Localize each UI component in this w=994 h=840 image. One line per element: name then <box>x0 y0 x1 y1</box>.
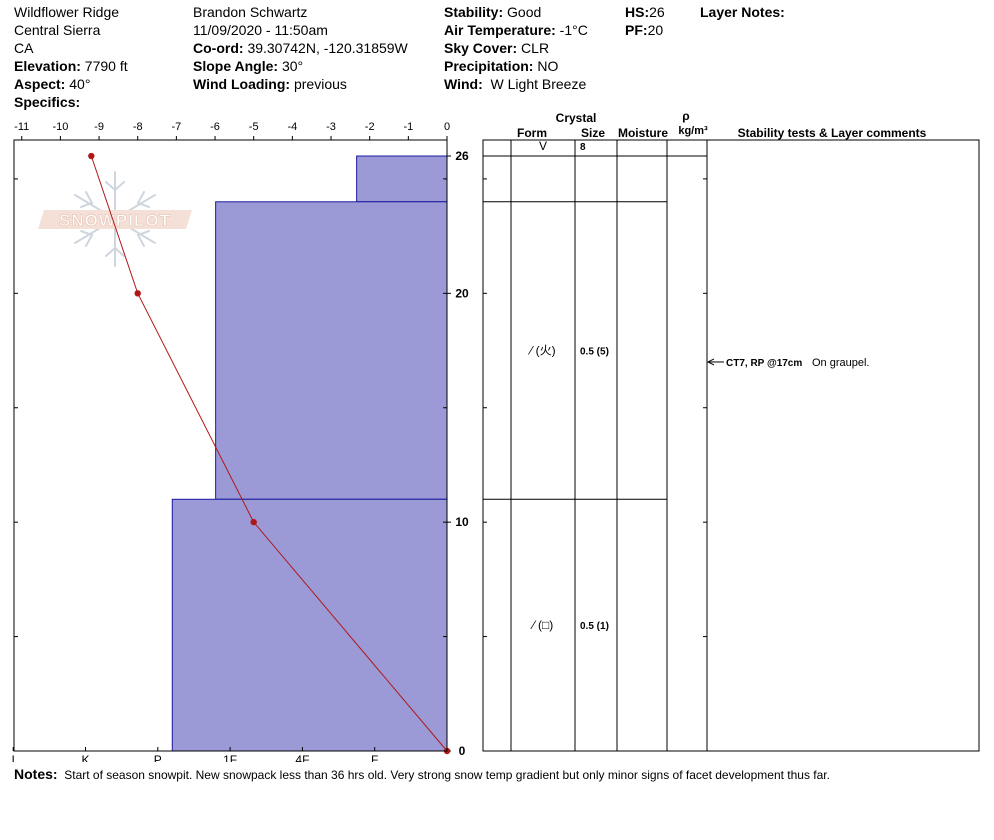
layer-notes-heading: Layer Notes: <box>700 4 785 20</box>
logo-wordmark: SNOWPILOT <box>59 211 171 230</box>
temp-tick-label: -4 <box>287 121 297 133</box>
wind: Wind: W Light Breeze <box>444 76 587 92</box>
stability-arrow-head <box>706 358 715 366</box>
snow-height: HS:26 <box>625 4 665 20</box>
hardness-label: F <box>371 753 378 762</box>
mountain-range: Central Sierra <box>14 22 101 38</box>
slope-angle: Slope Angle: 30° <box>193 58 304 74</box>
wind-loading: Wind Loading: previous <box>193 76 347 92</box>
temp-tick-label: -8 <box>133 121 143 133</box>
crystal-size: 0.5 (5) <box>580 347 609 358</box>
layer-table-frame <box>482 139 980 752</box>
hardness-label: 4F <box>295 753 309 762</box>
state: CA <box>14 40 34 56</box>
location-name: Wildflower Ridge <box>14 4 120 20</box>
hardness-label: 1F <box>223 753 237 762</box>
observer: Brandon Schwartz <box>193 4 308 20</box>
specifics: Specifics: <box>14 94 81 110</box>
temperature-line <box>90 155 448 752</box>
crystal-form: ⁄ (⽕) <box>527 344 555 358</box>
sky-cover: Sky Cover: CLR <box>444 40 550 56</box>
depth-tick-label: 26 <box>455 149 469 163</box>
hardness-label: K <box>81 753 89 762</box>
temperature-point <box>88 152 95 160</box>
temp-tick-label: -1 <box>403 121 413 133</box>
snowpilot-logo: SNOWPILOT <box>38 171 192 267</box>
notes-text: Start of season snowpit. New snowpack le… <box>64 768 830 782</box>
depth-tick-label: 0 <box>459 744 466 758</box>
temp-tick-label: -9 <box>94 121 104 133</box>
hardness-bar <box>215 201 448 500</box>
temp-tick-label: -2 <box>365 121 375 133</box>
pit-depth: PF:20 <box>625 22 664 38</box>
stability: Stability: Good <box>444 4 542 20</box>
col-header-stability: Stability tests & Layer comments <box>738 126 927 140</box>
temp-tick-label: -11 <box>14 121 29 133</box>
datetime: 11/09/2020 - 11:50am <box>193 22 328 38</box>
stability-test: CT7, RP @17cm <box>726 358 802 369</box>
temp-tick-label: -6 <box>210 121 220 133</box>
col-header-rho: ρ <box>682 109 689 123</box>
col-header-size: Size <box>581 126 605 140</box>
plot-frame <box>13 139 448 752</box>
precipitation: Precipitation: NO <box>444 58 559 74</box>
col-header-moisture: Moisture <box>618 126 668 140</box>
crystal-size: 8 <box>580 142 586 153</box>
hardness-bar <box>171 498 448 752</box>
hardness-label: P <box>154 753 162 762</box>
stability-comment: On graupel. <box>812 357 869 369</box>
col-header-form: Form <box>517 126 547 140</box>
col-header-crystal: Crystal <box>556 111 597 125</box>
notes: Notes: Start of season snowpit. New snow… <box>14 766 830 782</box>
crystal-size: 0.5 (1) <box>580 621 609 632</box>
temp-tick-label: -3 <box>326 121 336 133</box>
temp-tick-label: -7 <box>171 121 181 133</box>
crystal-form: V <box>539 139 547 153</box>
hardness-label: I <box>12 753 15 762</box>
snow-profile-chart: SNOWPILOT -11 -10 -9 -8 -7 -6 -5 -4 -3 -2 -1 001020… <box>12 109 980 762</box>
temp-tick-label: 0 <box>444 121 450 133</box>
elevation: Elevation: 7790 ft <box>14 58 128 74</box>
temperature-point <box>134 290 141 297</box>
depth-tick-label: 10 <box>455 515 469 529</box>
col-header-density: kg/m³ <box>678 125 708 137</box>
depth-tick-label: 20 <box>455 286 469 300</box>
temp-tick-label: -5 <box>249 121 259 133</box>
coordinates: Co-ord: 39.30742N, -120.31859W <box>193 40 408 56</box>
hardness-bar <box>356 155 448 203</box>
aspect: Aspect: 40° <box>14 76 91 92</box>
temp-tick-label: -10 <box>52 121 68 133</box>
temperature-point <box>250 518 257 526</box>
crystal-form: ⁄ (□) <box>530 618 554 632</box>
air-temperature: Air Temperature: -1°C <box>444 22 588 38</box>
